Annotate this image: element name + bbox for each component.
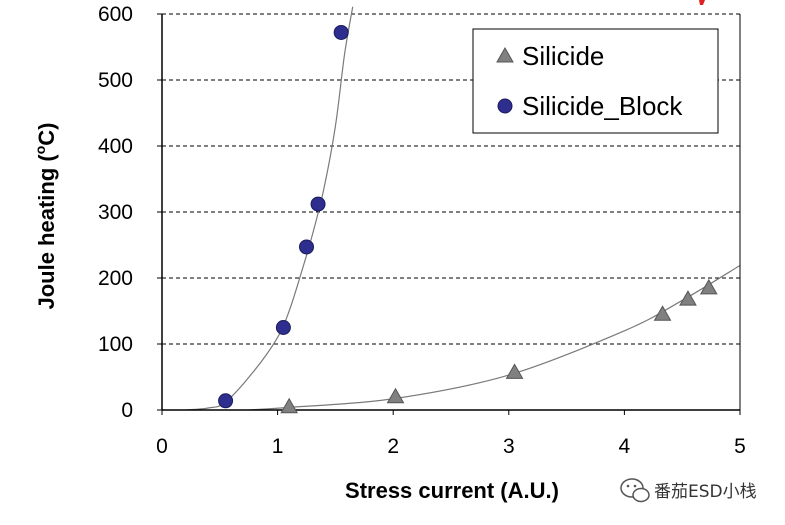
silicide-point bbox=[699, 278, 718, 295]
legend-box bbox=[472, 28, 719, 134]
silicide-point bbox=[653, 305, 672, 321]
silicide-block-point bbox=[299, 239, 314, 255]
x-tick-label: 2 bbox=[387, 435, 399, 458]
x-tick-label: 1 bbox=[272, 435, 284, 458]
x-tick-label: 5 bbox=[734, 435, 746, 458]
trend-line-silicide bbox=[248, 264, 740, 410]
trend-line-silicide-block bbox=[185, 6, 354, 410]
silicide-block-point bbox=[310, 196, 326, 212]
y-tick-labels: 0 100 200 300 400 500 600 bbox=[98, 3, 162, 422]
y-tick-label: 400 bbox=[98, 135, 133, 158]
y-tick-label: 100 bbox=[98, 333, 133, 356]
silicide-block-point bbox=[218, 393, 234, 409]
silicide-point bbox=[280, 397, 299, 414]
legend-marker-silicide bbox=[496, 46, 514, 63]
y-tick-label: 200 bbox=[98, 267, 133, 290]
y-tick-label: 300 bbox=[98, 201, 133, 224]
legend: Silicide Silicide_Block bbox=[472, 28, 719, 134]
x-tick-label: 4 bbox=[619, 435, 631, 458]
x-tick-label: 3 bbox=[503, 435, 515, 458]
x-tick-label: 0 bbox=[156, 435, 168, 458]
y-axis-title-end: C) bbox=[34, 122, 59, 145]
x-axis-title: Stress current (A.U.) bbox=[345, 478, 559, 503]
silicide-point bbox=[679, 290, 697, 306]
x-tick-labels: 0 1 2 3 4 5 bbox=[156, 410, 746, 458]
red-mark bbox=[699, 0, 705, 5]
data-markers bbox=[218, 24, 718, 414]
legend-label-silicide-block: Silicide_Block bbox=[522, 91, 683, 121]
watermark: 番茄ESD小栈 bbox=[620, 478, 757, 503]
legend-label-silicide: Silicide bbox=[522, 41, 604, 71]
y-axis-title: Joule heating (oC) bbox=[32, 122, 59, 309]
wechat-icon bbox=[620, 478, 650, 503]
watermark-text: 番茄ESD小栈 bbox=[654, 482, 757, 502]
y-axis-title-main: Joule heating ( bbox=[34, 154, 59, 310]
silicide-block-point bbox=[333, 24, 349, 40]
silicide-block-point bbox=[275, 320, 291, 335]
silicide-point bbox=[386, 387, 405, 404]
grid-lines bbox=[162, 13, 740, 345]
y-tick-label: 600 bbox=[98, 3, 133, 26]
y-tick-label: 500 bbox=[98, 69, 133, 92]
y-axis-title-sup: o bbox=[32, 146, 48, 155]
silicide-point bbox=[505, 363, 524, 379]
y-tick-label: 0 bbox=[121, 399, 133, 422]
legend-marker-silicide-block bbox=[497, 98, 513, 114]
